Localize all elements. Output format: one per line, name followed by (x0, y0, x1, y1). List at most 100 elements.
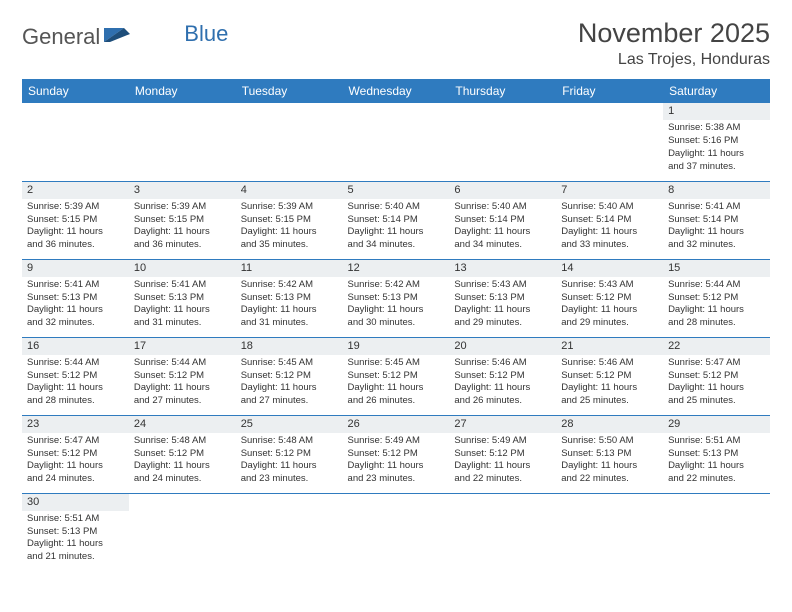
day-number: 1 (663, 103, 770, 120)
day-number: 4 (236, 182, 343, 199)
calendar-cell: 1Sunrise: 5:38 AMSunset: 5:16 PMDaylight… (663, 103, 770, 181)
calendar-cell: 12Sunrise: 5:42 AMSunset: 5:13 PMDayligh… (343, 259, 450, 337)
calendar-cell: 29Sunrise: 5:51 AMSunset: 5:13 PMDayligh… (663, 415, 770, 493)
calendar-cell-empty: .. (449, 103, 556, 181)
day-number: 3 (129, 182, 236, 199)
day-number: 20 (449, 338, 556, 355)
day-details: Sunrise: 5:40 AMSunset: 5:14 PMDaylight:… (556, 199, 663, 256)
calendar-body: ............1Sunrise: 5:38 AMSunset: 5:1… (22, 103, 770, 571)
day-details: Sunrise: 5:50 AMSunset: 5:13 PMDaylight:… (556, 433, 663, 490)
day-details: Sunrise: 5:41 AMSunset: 5:14 PMDaylight:… (663, 199, 770, 256)
calendar-row: 9Sunrise: 5:41 AMSunset: 5:13 PMDaylight… (22, 259, 770, 337)
logo-flag-icon (102, 24, 132, 50)
day-number: 17 (129, 338, 236, 355)
weekday-header: Tuesday (236, 79, 343, 103)
calendar-cell: 11Sunrise: 5:42 AMSunset: 5:13 PMDayligh… (236, 259, 343, 337)
page-header: General Blue November 2025 Las Trojes, H… (22, 18, 770, 69)
day-number: 13 (449, 260, 556, 277)
weekday-header: Saturday (663, 79, 770, 103)
calendar-cell-empty: .. (236, 493, 343, 571)
calendar-cell-empty: .. (343, 493, 450, 571)
day-details: Sunrise: 5:48 AMSunset: 5:12 PMDaylight:… (129, 433, 236, 490)
day-details: Sunrise: 5:51 AMSunset: 5:13 PMDaylight:… (22, 511, 129, 568)
weekday-header: Friday (556, 79, 663, 103)
day-number: 21 (556, 338, 663, 355)
day-details: Sunrise: 5:39 AMSunset: 5:15 PMDaylight:… (129, 199, 236, 256)
calendar-cell-empty: .. (556, 103, 663, 181)
day-details: Sunrise: 5:45 AMSunset: 5:12 PMDaylight:… (236, 355, 343, 412)
calendar-cell: 25Sunrise: 5:48 AMSunset: 5:12 PMDayligh… (236, 415, 343, 493)
day-details: Sunrise: 5:43 AMSunset: 5:13 PMDaylight:… (449, 277, 556, 334)
day-number: 12 (343, 260, 450, 277)
calendar-cell: 6Sunrise: 5:40 AMSunset: 5:14 PMDaylight… (449, 181, 556, 259)
calendar-cell-empty: .. (343, 103, 450, 181)
day-number: 22 (663, 338, 770, 355)
day-number: 28 (556, 416, 663, 433)
day-details: Sunrise: 5:40 AMSunset: 5:14 PMDaylight:… (449, 199, 556, 256)
day-details: Sunrise: 5:41 AMSunset: 5:13 PMDaylight:… (129, 277, 236, 334)
calendar-cell: 15Sunrise: 5:44 AMSunset: 5:12 PMDayligh… (663, 259, 770, 337)
calendar-cell: 24Sunrise: 5:48 AMSunset: 5:12 PMDayligh… (129, 415, 236, 493)
day-details: Sunrise: 5:47 AMSunset: 5:12 PMDaylight:… (663, 355, 770, 412)
calendar-cell-empty: .. (129, 493, 236, 571)
day-details: Sunrise: 5:43 AMSunset: 5:12 PMDaylight:… (556, 277, 663, 334)
calendar-row: ............1Sunrise: 5:38 AMSunset: 5:1… (22, 103, 770, 181)
calendar-cell: 9Sunrise: 5:41 AMSunset: 5:13 PMDaylight… (22, 259, 129, 337)
day-number: 9 (22, 260, 129, 277)
day-details: Sunrise: 5:44 AMSunset: 5:12 PMDaylight:… (22, 355, 129, 412)
day-details: Sunrise: 5:46 AMSunset: 5:12 PMDaylight:… (556, 355, 663, 412)
calendar-cell-empty: .. (22, 103, 129, 181)
calendar-cell: 7Sunrise: 5:40 AMSunset: 5:14 PMDaylight… (556, 181, 663, 259)
day-details: Sunrise: 5:51 AMSunset: 5:13 PMDaylight:… (663, 433, 770, 490)
month-title: November 2025 (578, 18, 770, 49)
calendar-cell: 13Sunrise: 5:43 AMSunset: 5:13 PMDayligh… (449, 259, 556, 337)
day-details: Sunrise: 5:47 AMSunset: 5:12 PMDaylight:… (22, 433, 129, 490)
day-number: 30 (22, 494, 129, 511)
weekday-header-row: SundayMondayTuesdayWednesdayThursdayFrid… (22, 79, 770, 103)
calendar-row: 2Sunrise: 5:39 AMSunset: 5:15 PMDaylight… (22, 181, 770, 259)
day-number: 24 (129, 416, 236, 433)
day-number: 19 (343, 338, 450, 355)
day-number: 29 (663, 416, 770, 433)
calendar-cell-empty: .. (129, 103, 236, 181)
day-details: Sunrise: 5:49 AMSunset: 5:12 PMDaylight:… (449, 433, 556, 490)
calendar-cell: 8Sunrise: 5:41 AMSunset: 5:14 PMDaylight… (663, 181, 770, 259)
day-details: Sunrise: 5:39 AMSunset: 5:15 PMDaylight:… (236, 199, 343, 256)
logo-text-general: General (22, 24, 100, 50)
day-details: Sunrise: 5:39 AMSunset: 5:15 PMDaylight:… (22, 199, 129, 256)
location: Las Trojes, Honduras (578, 51, 770, 69)
day-details: Sunrise: 5:40 AMSunset: 5:14 PMDaylight:… (343, 199, 450, 256)
day-number: 14 (556, 260, 663, 277)
logo-text-blue: Blue (184, 21, 228, 47)
calendar-cell: 5Sunrise: 5:40 AMSunset: 5:14 PMDaylight… (343, 181, 450, 259)
day-number: 6 (449, 182, 556, 199)
day-number: 11 (236, 260, 343, 277)
day-details: Sunrise: 5:42 AMSunset: 5:13 PMDaylight:… (343, 277, 450, 334)
calendar-cell: 14Sunrise: 5:43 AMSunset: 5:12 PMDayligh… (556, 259, 663, 337)
day-details: Sunrise: 5:38 AMSunset: 5:16 PMDaylight:… (663, 120, 770, 177)
calendar-cell: 23Sunrise: 5:47 AMSunset: 5:12 PMDayligh… (22, 415, 129, 493)
calendar-cell: 26Sunrise: 5:49 AMSunset: 5:12 PMDayligh… (343, 415, 450, 493)
day-number: 5 (343, 182, 450, 199)
day-number: 15 (663, 260, 770, 277)
day-details: Sunrise: 5:49 AMSunset: 5:12 PMDaylight:… (343, 433, 450, 490)
calendar-cell: 18Sunrise: 5:45 AMSunset: 5:12 PMDayligh… (236, 337, 343, 415)
calendar-cell: 30Sunrise: 5:51 AMSunset: 5:13 PMDayligh… (22, 493, 129, 571)
calendar-row: 30Sunrise: 5:51 AMSunset: 5:13 PMDayligh… (22, 493, 770, 571)
calendar-cell: 3Sunrise: 5:39 AMSunset: 5:15 PMDaylight… (129, 181, 236, 259)
calendar-cell: 2Sunrise: 5:39 AMSunset: 5:15 PMDaylight… (22, 181, 129, 259)
day-details: Sunrise: 5:42 AMSunset: 5:13 PMDaylight:… (236, 277, 343, 334)
weekday-header: Monday (129, 79, 236, 103)
day-number: 16 (22, 338, 129, 355)
calendar-cell: 19Sunrise: 5:45 AMSunset: 5:12 PMDayligh… (343, 337, 450, 415)
calendar-cell: 10Sunrise: 5:41 AMSunset: 5:13 PMDayligh… (129, 259, 236, 337)
day-details: Sunrise: 5:48 AMSunset: 5:12 PMDaylight:… (236, 433, 343, 490)
day-details: Sunrise: 5:46 AMSunset: 5:12 PMDaylight:… (449, 355, 556, 412)
weekday-header: Sunday (22, 79, 129, 103)
calendar-cell: 21Sunrise: 5:46 AMSunset: 5:12 PMDayligh… (556, 337, 663, 415)
day-details: Sunrise: 5:45 AMSunset: 5:12 PMDaylight:… (343, 355, 450, 412)
logo: General Blue (22, 18, 228, 50)
calendar-cell-empty: .. (236, 103, 343, 181)
weekday-header: Wednesday (343, 79, 450, 103)
calendar-cell-empty: .. (663, 493, 770, 571)
